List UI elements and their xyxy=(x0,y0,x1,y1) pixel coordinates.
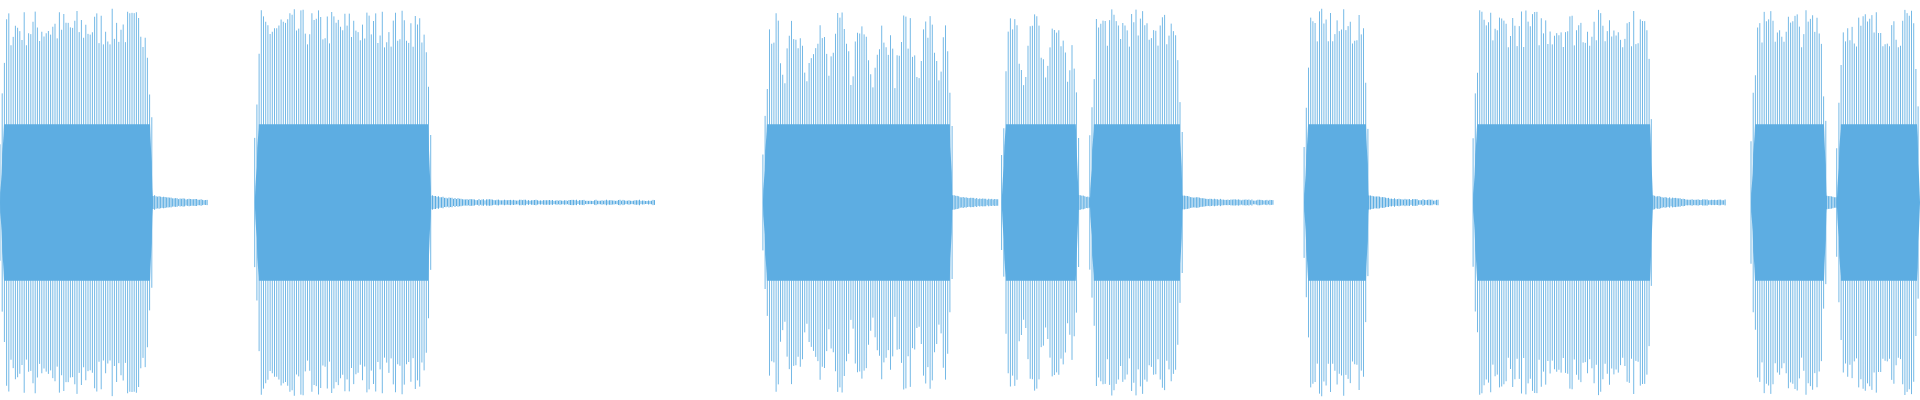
waveform-tail xyxy=(952,195,999,210)
waveform-core xyxy=(1751,124,1827,281)
waveform-core xyxy=(1089,124,1183,281)
waveform-tail xyxy=(1368,195,1439,210)
waveform-core xyxy=(1304,124,1369,281)
waveform-tail xyxy=(152,195,208,210)
waveform-tail xyxy=(1078,195,1090,210)
waveform-core xyxy=(254,124,432,281)
waveform-core xyxy=(762,124,953,281)
waveform-core xyxy=(1001,124,1079,281)
waveform-tail xyxy=(1826,195,1837,210)
waveform-tail xyxy=(430,195,655,210)
waveform-tail xyxy=(1182,195,1274,210)
waveform-core xyxy=(0,124,154,281)
waveform-core xyxy=(1473,124,1654,281)
waveform-tail xyxy=(1652,195,1726,210)
waveform-core xyxy=(1836,124,1920,281)
